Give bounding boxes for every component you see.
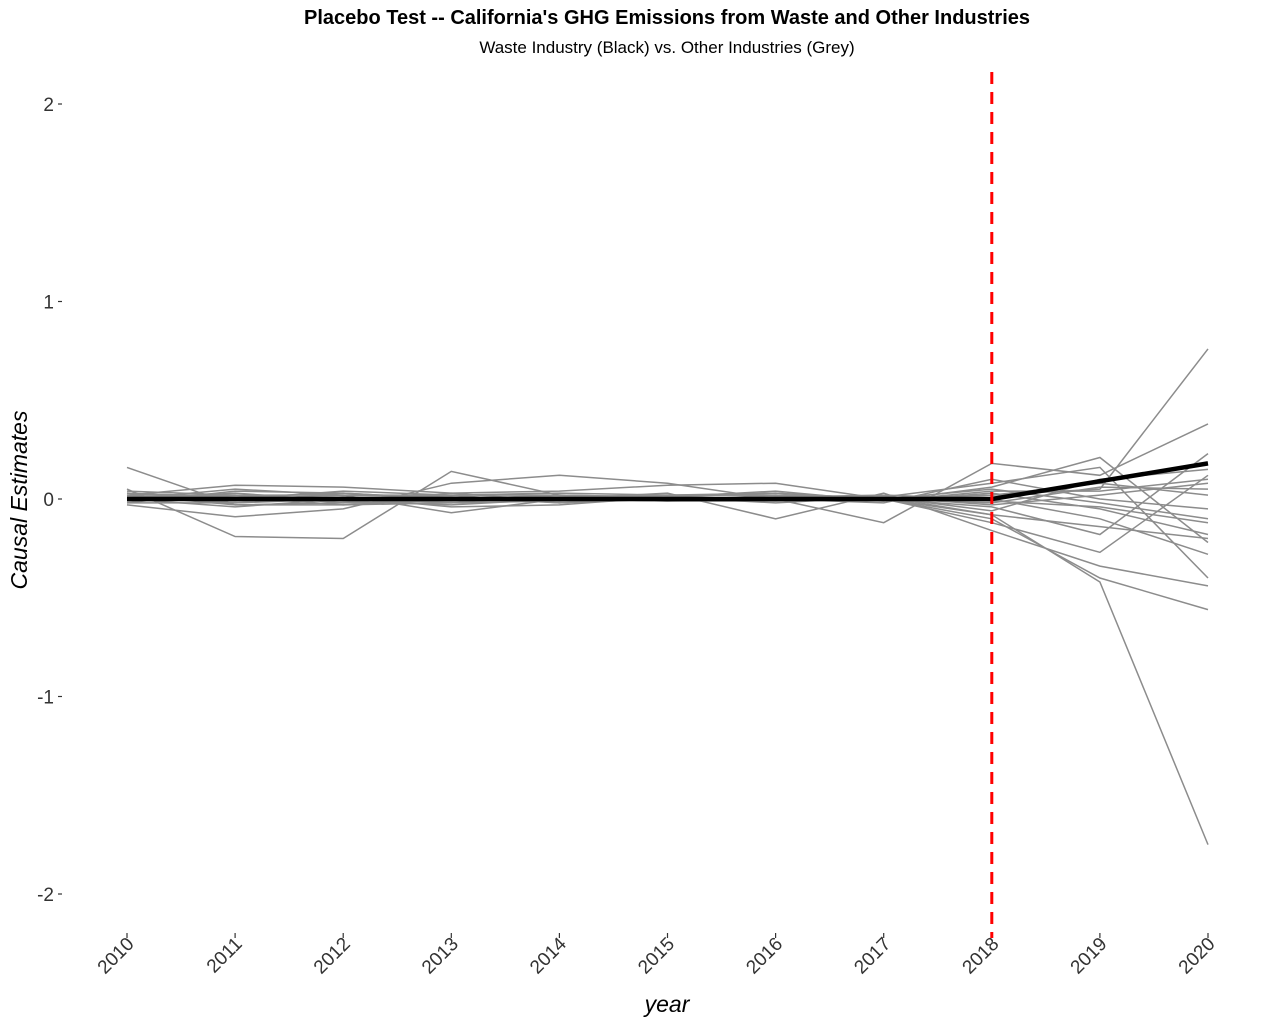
y-tick-label: 2 — [43, 95, 54, 116]
x-axis-label: year — [643, 991, 691, 1017]
placebo-series-line — [126, 452, 1209, 536]
y-axis-label: Causal Estimates — [6, 410, 32, 589]
x-tick-label: 2015 — [634, 934, 679, 979]
placebo-series-line — [126, 423, 1209, 524]
x-tick-label: 2011 — [203, 934, 247, 978]
placebo-series-line — [126, 482, 1209, 611]
placebo-series-line — [126, 348, 1209, 506]
y-tick-label: 0 — [43, 490, 54, 511]
placebo-series-line — [126, 470, 1209, 845]
x-axis: 2010 2011 2012 2013 2014 2015 2016 2017 2018 2019… — [94, 933, 1220, 978]
x-tick-label: 2020 — [1175, 934, 1220, 979]
y-axis: 2 1 0 -1 -2 — [37, 95, 62, 906]
x-tick-label: 2013 — [418, 934, 463, 979]
x-tick-label: 2016 — [742, 934, 787, 979]
waste-industry-series-line — [127, 461, 1209, 502]
x-tick-label: 2014 — [526, 933, 571, 978]
x-tick-label: 2019 — [1067, 934, 1112, 979]
placebo-series-line — [126, 466, 1209, 579]
placebo-series-group — [126, 348, 1209, 845]
chart-subtitle: Waste Industry (Black) vs. Other Industr… — [479, 38, 854, 57]
x-tick-label: 2012 — [310, 934, 355, 979]
x-tick-label: 2010 — [94, 934, 139, 979]
chart-title: Placebo Test -- California's GHG Emissio… — [304, 7, 1030, 29]
y-tick-label: 1 — [43, 293, 54, 314]
y-tick-label: -2 — [37, 885, 54, 906]
x-tick-label: 2017 — [850, 934, 895, 979]
y-tick-label: -1 — [37, 688, 54, 709]
main-series-group — [127, 461, 1209, 502]
x-tick-label: 2018 — [959, 934, 1004, 979]
